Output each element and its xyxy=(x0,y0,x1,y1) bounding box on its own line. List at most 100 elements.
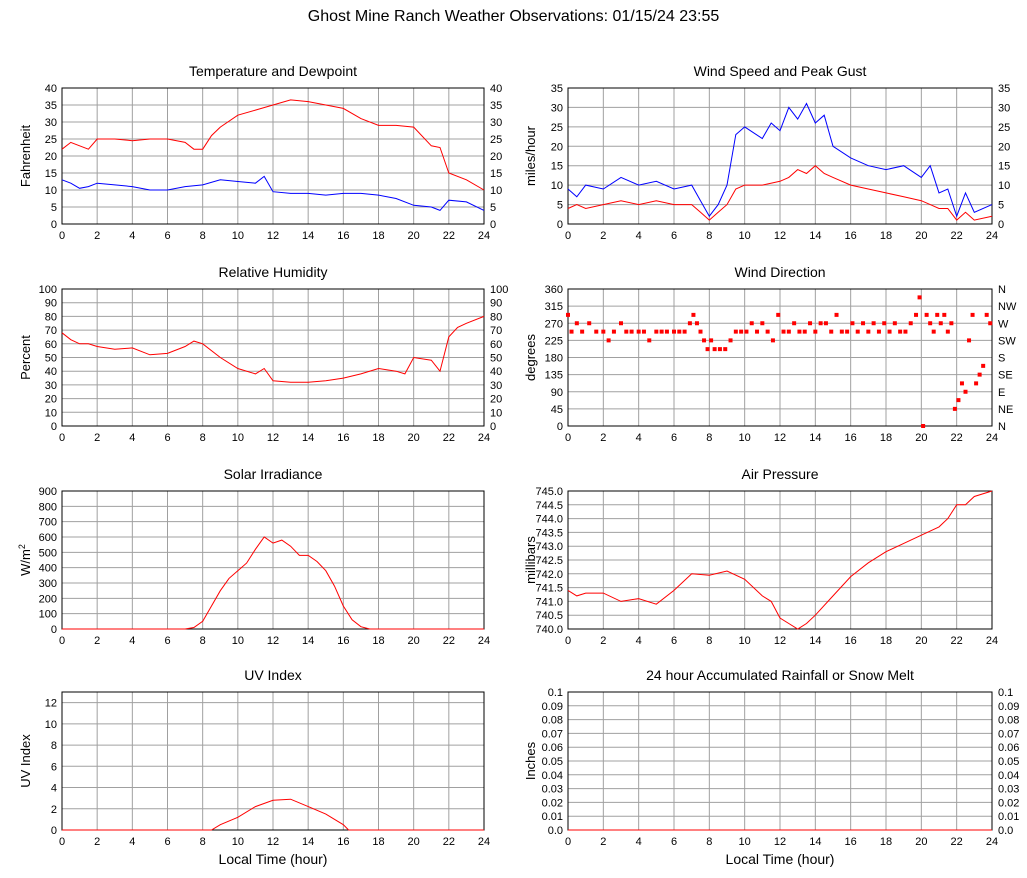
plot-frame xyxy=(61,490,485,630)
y-tick-label: 25 xyxy=(45,134,57,146)
series-line-1 xyxy=(62,798,484,831)
y-tick-label: 600 xyxy=(39,532,57,544)
y-tick-label: 743.0 xyxy=(535,541,563,553)
right-tick-label: 0.05 xyxy=(998,756,1019,768)
y-tick-label: 2 xyxy=(51,804,57,816)
y-tick-label: 35 xyxy=(45,100,57,112)
x-tick-label: 22 xyxy=(951,836,963,848)
x-tick-label: 24 xyxy=(478,432,490,444)
y-tick-label: 40 xyxy=(45,366,57,378)
chart-title: Wind Direction xyxy=(734,264,825,280)
x-tick-label: 10 xyxy=(232,432,244,444)
y-tick-label: 30 xyxy=(551,102,563,114)
x-tick-label: 14 xyxy=(809,432,821,444)
data-point xyxy=(733,329,738,334)
right-tick-label: NE xyxy=(998,404,1013,416)
right-tick-label: N xyxy=(998,421,1006,433)
data-point xyxy=(677,329,682,334)
chart-title: 24 hour Accumulated Rainfall or Snow Mel… xyxy=(646,667,914,683)
y-tick-label: 743.5 xyxy=(535,527,563,539)
data-point xyxy=(850,321,855,326)
y-tick-label: 0 xyxy=(557,219,563,231)
y-tick-label: 741.5 xyxy=(535,583,563,595)
y-tick-label: 20 xyxy=(45,394,57,406)
plot-frame xyxy=(61,288,485,427)
x-tick-label: 16 xyxy=(337,836,349,848)
x-tick-label: 6 xyxy=(164,230,170,242)
y-tick-label: 50 xyxy=(45,353,57,365)
x-tick-label: 12 xyxy=(267,635,279,647)
y-tick-label: 0.1 xyxy=(548,687,563,699)
series-line-1 xyxy=(567,490,993,630)
series-line-1 xyxy=(61,99,485,191)
data-point xyxy=(988,321,993,326)
right-tick-label: 25 xyxy=(998,122,1010,134)
data-point xyxy=(781,329,786,334)
y-axis-label: degrees xyxy=(523,334,538,381)
chart-title: Temperature and Dewpoint xyxy=(189,63,357,79)
y-tick-label: 90 xyxy=(45,298,57,310)
plot-frame xyxy=(567,87,993,225)
data-point xyxy=(691,312,696,317)
y-tick-label: 6 xyxy=(51,761,57,773)
x-tick-label: 8 xyxy=(200,635,206,647)
data-point xyxy=(728,338,733,343)
y-tick-label: 742.5 xyxy=(535,555,563,567)
x-tick-label: 20 xyxy=(915,432,927,444)
data-point xyxy=(672,329,676,334)
x-tick-label: 18 xyxy=(880,635,892,647)
data-point xyxy=(981,363,986,368)
right-tick-label: 50 xyxy=(490,353,502,365)
data-point xyxy=(594,329,599,334)
x-tick-label: 24 xyxy=(986,836,998,848)
x-tick-label: 0 xyxy=(565,836,571,848)
right-tick-label: 0.07 xyxy=(998,728,1019,740)
data-point xyxy=(705,347,710,352)
data-point xyxy=(694,321,699,326)
data-point xyxy=(887,329,892,334)
y-axis-label: W/m2 xyxy=(17,544,33,576)
series-line-1 xyxy=(61,315,485,383)
x-tick-label: 16 xyxy=(337,635,349,647)
x-tick-label: 4 xyxy=(636,836,642,848)
right-tick-label: 0.03 xyxy=(998,784,1019,796)
plot-frame xyxy=(61,691,485,831)
x-tick-label: 10 xyxy=(739,230,751,242)
x-tick-label: 2 xyxy=(600,230,606,242)
data-point xyxy=(786,329,791,334)
x-tick-label: 6 xyxy=(164,635,170,647)
right-tick-label: 80 xyxy=(490,311,502,323)
x-tick-label: 24 xyxy=(478,635,490,647)
x-tick-label: 12 xyxy=(267,836,279,848)
y-tick-label: 100 xyxy=(39,609,57,621)
y-tick-label: 0.09 xyxy=(542,701,563,713)
data-point xyxy=(619,321,623,326)
x-tick-label: 6 xyxy=(164,836,170,848)
y-tick-label: 500 xyxy=(39,547,57,559)
data-point xyxy=(687,321,692,326)
y-tick-label: 0.03 xyxy=(542,784,563,796)
y-tick-label: 90 xyxy=(551,387,563,399)
right-tick-label: 15 xyxy=(490,168,502,180)
data-point xyxy=(839,329,844,334)
chart-title: Relative Humidity xyxy=(219,264,328,280)
right-tick-label: 0 xyxy=(998,219,1004,231)
x-tick-label: 18 xyxy=(880,432,892,444)
data-point xyxy=(808,321,813,326)
y-tick-label: 15 xyxy=(551,161,563,173)
data-point xyxy=(935,312,940,317)
y-tick-label: 0 xyxy=(557,421,563,433)
right-tick-label: 30 xyxy=(490,117,502,129)
right-tick-label: 30 xyxy=(998,102,1010,114)
x-tick-label: 4 xyxy=(636,230,642,242)
y-tick-label: 15 xyxy=(45,168,57,180)
y-tick-label: 20 xyxy=(45,151,57,163)
y-axis-label: UV Index xyxy=(18,734,33,788)
x-tick-label: 2 xyxy=(600,836,606,848)
data-point xyxy=(802,329,807,334)
data-point xyxy=(709,338,714,343)
x-tick-label: 0 xyxy=(59,230,65,242)
data-point xyxy=(792,321,797,326)
